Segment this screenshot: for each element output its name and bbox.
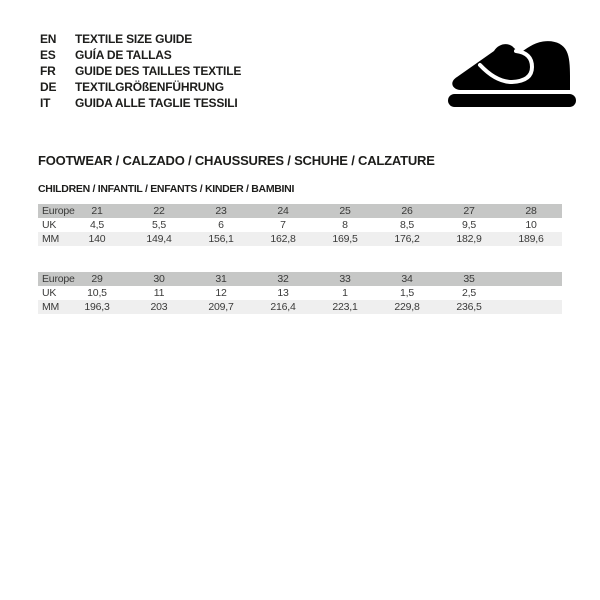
size-cell: 24 [277, 205, 289, 217]
section-title: FOOTWEAR / CALZADO / CHAUSSURES / SCHUHE… [38, 153, 435, 168]
language-code: IT [40, 96, 51, 110]
size-cell: 176,2 [394, 233, 420, 245]
size-cell: 29 [91, 273, 103, 285]
kids-shoe-icon [448, 36, 576, 108]
size-cell: 13 [277, 287, 289, 299]
size-cell: 1,5 [400, 287, 414, 299]
size-row-uk: UK 10,5 11 12 13 1 1,5 2,5 [38, 286, 562, 300]
size-cell: 33 [339, 273, 351, 285]
children-size-table-2: Europe 29 30 31 32 33 34 35 UK 10,5 11 1… [38, 272, 562, 314]
size-cell: 26 [401, 205, 413, 217]
size-cell: 23 [215, 205, 227, 217]
size-cell: 6 [218, 219, 224, 231]
size-cell [500, 300, 562, 314]
size-cell: 7 [280, 219, 286, 231]
children-size-table-1: Europe 21 22 23 24 25 26 27 28 UK 4,5 5,… [38, 204, 562, 246]
language-title: TEXTILE SIZE GUIDE [75, 32, 193, 46]
size-cell: 8 [342, 219, 348, 231]
size-cell: 209,7 [208, 301, 234, 313]
size-cell: 35 [463, 273, 475, 285]
language-title-block: EN TEXTILE SIZE GUIDE ES GUÍA DE TALLAS … [40, 31, 241, 111]
size-cell: 27 [463, 205, 475, 217]
size-row-uk: UK 4,5 5,5 6 7 8 8,5 9,5 10 [38, 218, 562, 232]
size-cell: 169,5 [332, 233, 358, 245]
size-cell: 2,5 [462, 287, 476, 299]
size-cell: 28 [525, 205, 537, 217]
size-cell: 25 [339, 205, 351, 217]
size-cell: 10 [525, 219, 537, 231]
size-cell: 22 [153, 205, 165, 217]
size-cell: 8,5 [400, 219, 414, 231]
row-label: MM [42, 233, 60, 245]
language-code: FR [40, 64, 56, 78]
size-cell: 196,3 [84, 301, 110, 313]
size-cell: 203 [150, 301, 168, 313]
size-row-mm: MM 196,3 203 209,7 216,4 223,1 229,8 236… [38, 300, 562, 314]
size-cell: 5,5 [152, 219, 166, 231]
size-cell: 11 [153, 287, 165, 299]
size-cell: 229,8 [394, 301, 420, 313]
language-row: FR GUIDE DES TAILLES TEXTILE [40, 63, 241, 79]
size-cell [500, 286, 562, 300]
size-cell: 32 [277, 273, 289, 285]
size-row-mm: MM 140 149,4 156,1 162,8 169,5 176,2 182… [38, 232, 562, 246]
size-cell: 4,5 [90, 219, 104, 231]
language-code: ES [40, 48, 56, 62]
size-cell: 189,6 [518, 233, 544, 245]
language-row: EN TEXTILE SIZE GUIDE [40, 31, 241, 47]
size-cell: 34 [401, 273, 413, 285]
language-code: EN [40, 32, 57, 46]
section-subtitle: CHILDREN / INFANTIL / ENFANTS / KINDER /… [38, 183, 295, 195]
language-row: DE TEXTILGRÖßENFÜHRUNG [40, 79, 241, 95]
row-label: MM [42, 301, 60, 313]
size-cell: 156,1 [208, 233, 234, 245]
size-row-europe: Europe 29 30 31 32 33 34 35 [38, 272, 562, 286]
row-label: Europe [42, 273, 75, 285]
size-cell: 182,9 [456, 233, 482, 245]
size-cell: 236,5 [456, 301, 482, 313]
size-cell: 223,1 [332, 301, 358, 313]
language-title: GUIDA ALLE TAGLIE TESSILI [75, 96, 238, 110]
language-row: IT GUIDA ALLE TAGLIE TESSILI [40, 95, 241, 111]
size-cell: 9,5 [462, 219, 476, 231]
language-title: GUÍA DE TALLAS [75, 48, 172, 62]
size-cell: 216,4 [270, 301, 296, 313]
size-cell: 1 [342, 287, 348, 299]
language-code: DE [40, 80, 57, 94]
row-label: Europe [42, 205, 75, 217]
language-title: TEXTILGRÖßENFÜHRUNG [75, 80, 224, 94]
size-cell: 10,5 [87, 287, 107, 299]
size-cell [500, 272, 562, 286]
size-cell: 30 [153, 273, 165, 285]
size-cell: 12 [215, 287, 227, 299]
size-cell: 21 [91, 205, 103, 217]
size-cell: 140 [88, 233, 106, 245]
size-cell: 149,4 [146, 233, 172, 245]
size-row-europe: Europe 21 22 23 24 25 26 27 28 [38, 204, 562, 218]
row-label: UK [42, 287, 57, 299]
language-title: GUIDE DES TAILLES TEXTILE [75, 64, 242, 78]
row-label: UK [42, 219, 57, 231]
language-row: ES GUÍA DE TALLAS [40, 47, 241, 63]
size-cell: 31 [215, 273, 227, 285]
size-cell: 162,8 [270, 233, 296, 245]
